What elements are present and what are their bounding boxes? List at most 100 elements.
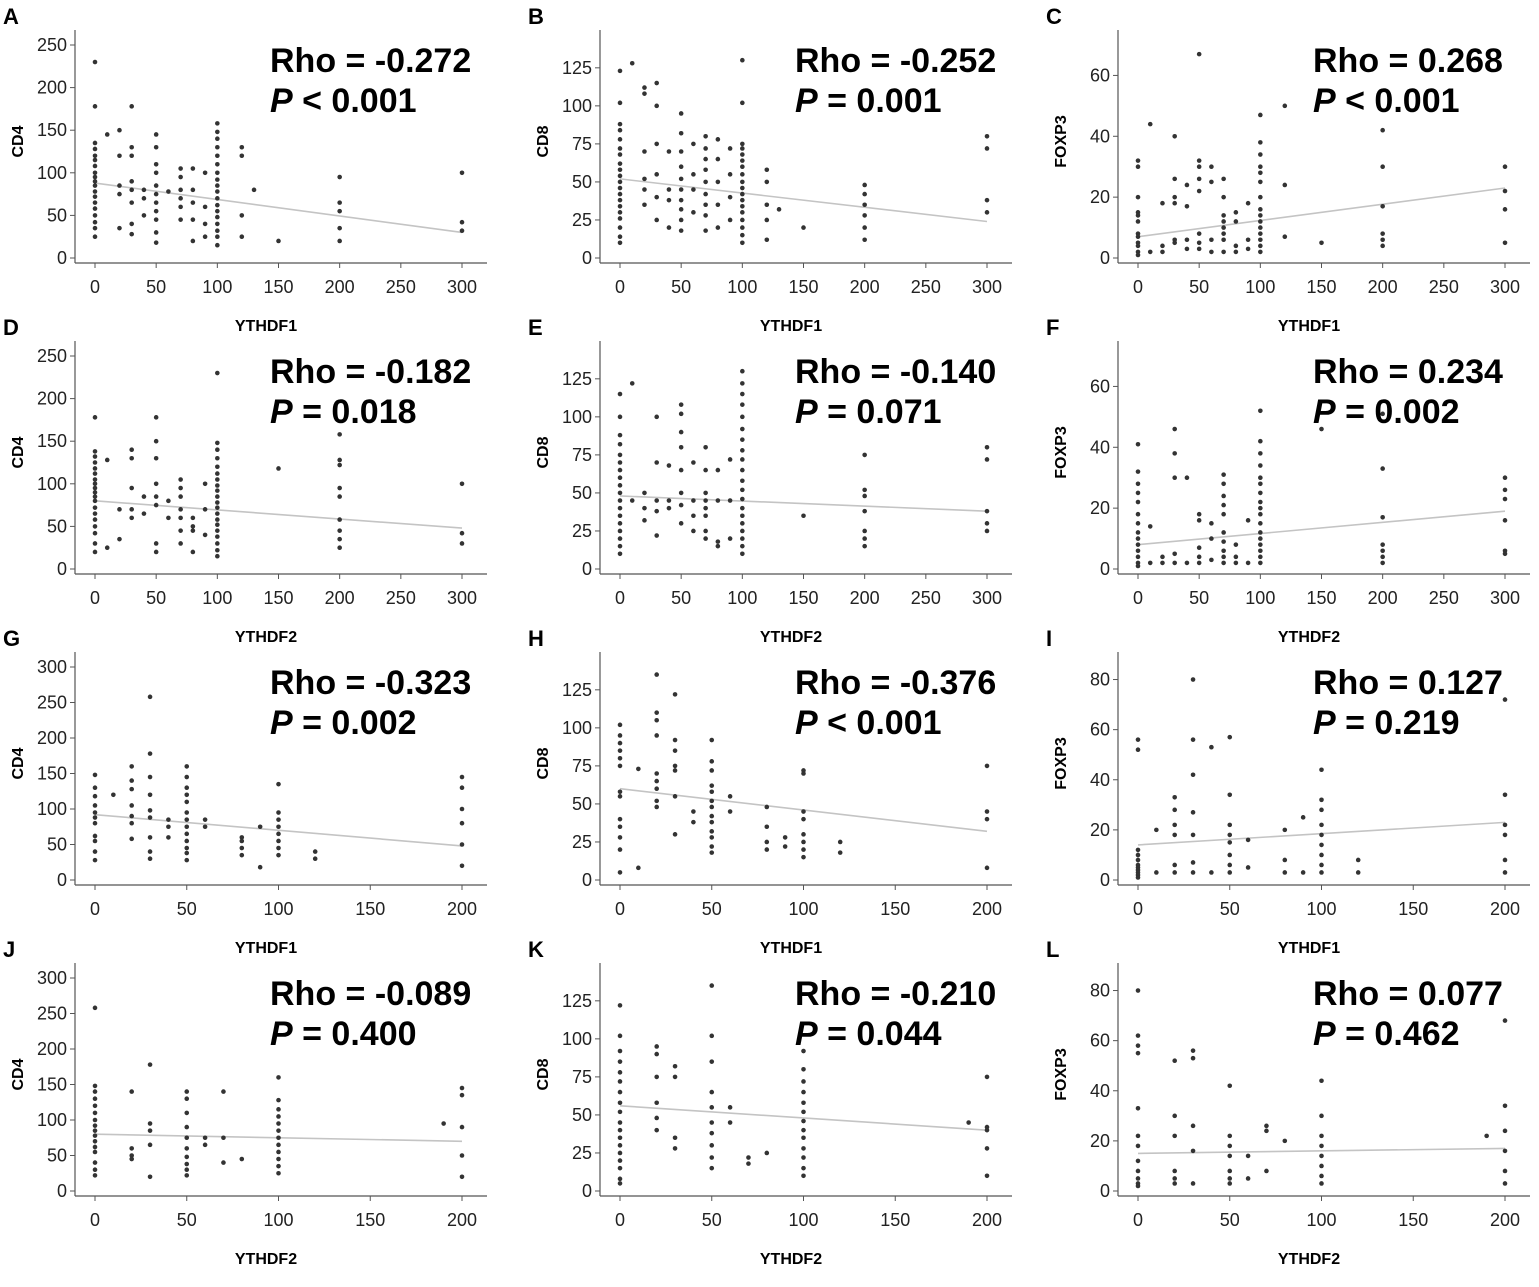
data-point	[184, 1124, 190, 1130]
data-point	[1380, 237, 1385, 243]
data-point	[129, 507, 134, 512]
y-tick-label: 60	[1090, 1031, 1110, 1051]
x-tick-label: 200	[447, 1210, 477, 1230]
x-tick-label: 150	[263, 588, 293, 608]
p-annotation: P = 0.219	[1313, 704, 1460, 742]
data-point	[1135, 1143, 1141, 1149]
panel-c: C 0 20 40 60 0 50 100 150 200 250 300 YTHDF1 FOXP3 Rho…	[1046, 4, 1530, 335]
data-point	[117, 183, 122, 188]
y-tick-label: 150	[37, 120, 67, 140]
data-point	[153, 240, 159, 245]
p-value: = 0.001	[818, 82, 942, 120]
data-point	[1135, 469, 1141, 474]
data-point	[862, 191, 867, 197]
data-point	[1190, 677, 1196, 682]
data-point	[1209, 164, 1214, 170]
data-point	[1190, 1123, 1196, 1129]
data-point	[654, 733, 659, 738]
data-point	[1380, 231, 1385, 236]
data-point	[740, 381, 745, 386]
x-axis-label: YTHDF2	[1278, 1251, 1340, 1268]
data-point	[703, 490, 708, 496]
data-point	[654, 414, 659, 420]
data-point	[190, 549, 196, 555]
data-point	[1227, 1153, 1233, 1159]
data-point	[727, 809, 733, 814]
data-point	[764, 839, 770, 845]
data-point	[1135, 1043, 1141, 1048]
data-point	[92, 471, 98, 476]
data-point	[1196, 560, 1202, 566]
data-point	[239, 1156, 245, 1162]
y-tick-label: 125	[562, 369, 592, 389]
data-point	[801, 1173, 806, 1179]
data-point	[617, 1109, 623, 1115]
x-tick-label: 150	[1306, 277, 1336, 297]
data-point	[654, 771, 659, 776]
data-point	[709, 783, 715, 788]
panel-j: J 0 50 100 150 200 250 300 0 50 100 150 200 YTHDF2 CD4…	[3, 937, 487, 1268]
data-point	[1319, 1113, 1324, 1119]
data-point	[801, 832, 806, 837]
data-point	[1380, 466, 1385, 471]
x-tick-label: 0	[90, 277, 100, 297]
data-point	[1172, 1133, 1177, 1139]
rho-annotation: Rho = 0.127	[1313, 664, 1503, 702]
data-point	[1147, 560, 1153, 566]
data-point	[459, 219, 465, 225]
y-tick-label: 20	[1090, 1131, 1110, 1151]
data-point	[1502, 207, 1508, 212]
data-point	[92, 1139, 98, 1144]
data-point	[202, 1135, 208, 1141]
data-point	[984, 1146, 990, 1151]
data-point	[1380, 560, 1385, 566]
data-point	[441, 1121, 446, 1126]
panel-letter: G	[3, 626, 20, 651]
data-point	[984, 1173, 990, 1179]
data-point	[672, 737, 678, 743]
data-point	[1380, 411, 1385, 417]
data-point	[617, 1079, 623, 1084]
data-point	[1135, 847, 1141, 853]
data-point	[691, 528, 696, 534]
data-point	[617, 475, 623, 481]
data-point	[184, 1110, 190, 1116]
data-point	[312, 856, 318, 861]
data-point	[740, 172, 745, 177]
data-point	[92, 1117, 98, 1123]
data-point	[984, 197, 990, 203]
data-point	[672, 768, 678, 773]
data-point	[147, 792, 153, 798]
data-point	[117, 153, 122, 159]
data-point	[862, 493, 867, 499]
data-point	[215, 477, 220, 482]
data-point	[178, 166, 183, 171]
data-point	[617, 240, 623, 246]
x-tick-label: 300	[972, 277, 1002, 297]
data-point	[1135, 1133, 1141, 1139]
data-point	[709, 844, 715, 849]
regression-line	[94, 500, 463, 529]
x-tick-label: 200	[1368, 588, 1398, 608]
x-tick-label: 0	[615, 277, 625, 297]
data-point	[104, 457, 110, 463]
x-tick-label: 50	[671, 277, 691, 297]
data-point	[617, 225, 623, 230]
data-point	[617, 1089, 623, 1095]
data-point	[1184, 182, 1190, 188]
data-point	[709, 1143, 715, 1148]
data-point	[1258, 438, 1263, 444]
data-point	[678, 490, 684, 496]
data-point	[459, 863, 465, 869]
data-point	[617, 755, 623, 761]
data-point	[1502, 164, 1508, 170]
data-point	[459, 1174, 465, 1180]
data-point	[1147, 249, 1153, 255]
panel-d: D 0 50 100 150 200 250 0 50 100 150 200 250 300 YTHDF2…	[3, 315, 487, 646]
data-point	[1135, 747, 1141, 752]
y-tick-label: 250	[37, 35, 67, 55]
data-point	[740, 513, 745, 519]
x-tick-label: 100	[788, 899, 818, 919]
y-tick-label: 250	[37, 1004, 67, 1024]
data-point	[92, 454, 98, 459]
